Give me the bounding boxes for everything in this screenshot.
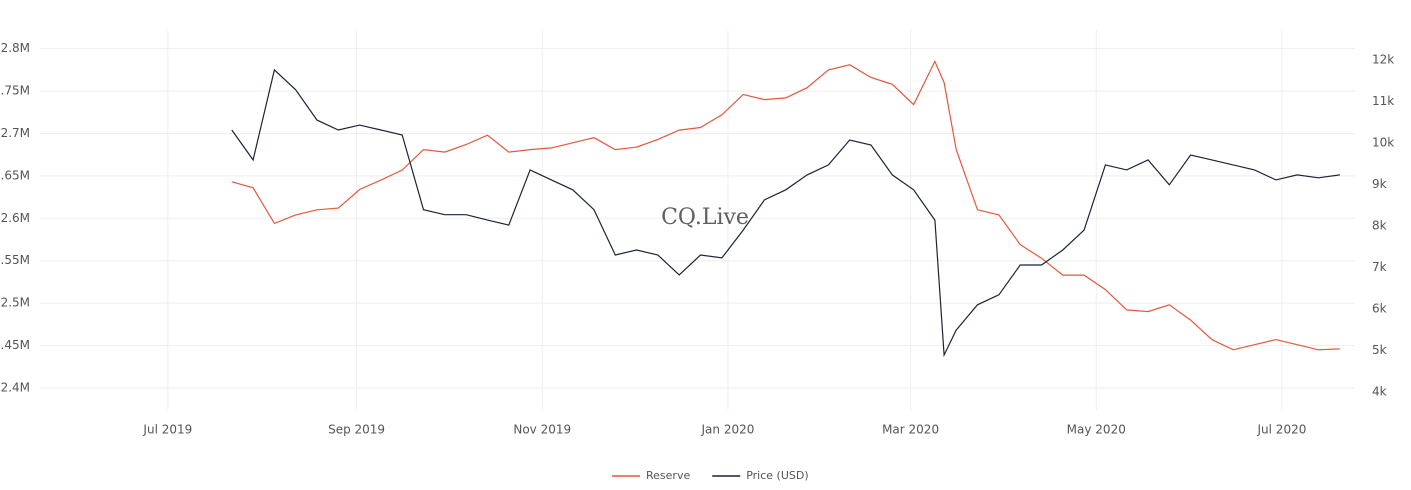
y2-tick-label: 9k xyxy=(1372,177,1387,191)
legend-label: Price (USD) xyxy=(746,469,808,482)
y-tick-label: 2.6M xyxy=(1,211,30,225)
y2-tick-label: 8k xyxy=(1372,218,1387,232)
series-line xyxy=(231,68,1340,358)
y-tick-label: 2.55M xyxy=(0,253,30,267)
x-tick-label: May 2020 xyxy=(1067,423,1126,437)
y-tick-label: 2.4M xyxy=(1,380,30,394)
y2-tick-label: 10k xyxy=(1372,135,1394,149)
x-tick-label: Jan 2020 xyxy=(701,423,755,437)
y2-tick-label: 6k xyxy=(1372,301,1387,315)
y2-tick-label: 7k xyxy=(1372,260,1387,274)
y-tick-label: 2.5M xyxy=(1,296,30,310)
y-tick-label: 2.65M xyxy=(0,168,30,182)
series-line xyxy=(231,59,1340,351)
legend-label: Reserve xyxy=(646,469,690,482)
y-tick-label: 2.7M xyxy=(1,126,30,140)
y-tick-label: 2.75M xyxy=(0,84,30,98)
y-tick-label: 2.8M xyxy=(1,41,30,55)
y2-tick-label: 12k xyxy=(1372,52,1394,66)
x-tick-label: Jul 2020 xyxy=(1257,423,1307,437)
y2-tick-label: 5k xyxy=(1372,343,1387,357)
x-tick-label: Sep 2019 xyxy=(328,423,385,437)
y2-tick-label: 4k xyxy=(1372,384,1387,398)
x-tick-label: Mar 2020 xyxy=(882,423,939,437)
watermark: CQ.Live xyxy=(661,205,749,230)
x-tick-label: Jul 2019 xyxy=(142,423,192,437)
x-tick-label: Nov 2019 xyxy=(513,423,571,437)
y-tick-label: 2.45M xyxy=(0,338,30,352)
y2-tick-label: 11k xyxy=(1372,94,1394,108)
